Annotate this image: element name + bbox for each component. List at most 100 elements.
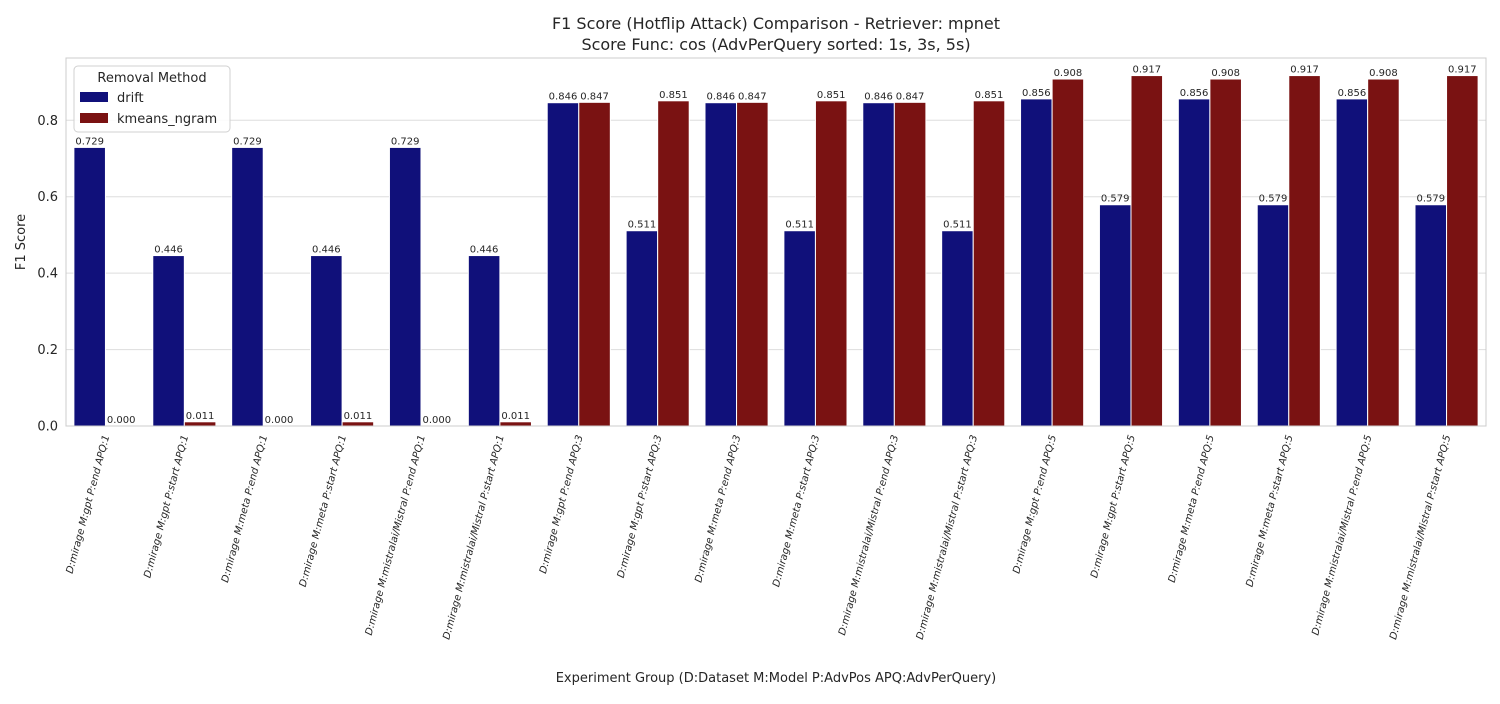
y-axis-ticks: 0.0 0.2 0.4 0.6 0.8 <box>37 114 58 435</box>
bar-kmeans_ngram <box>1209 78 1242 427</box>
x-axis-label: Experiment Group (D:Dataset M:Model P:Ad… <box>556 671 997 686</box>
chart-title-line2: Score Func: cos (AdvPerQuery sorted: 1s,… <box>581 35 970 54</box>
y-tick-label: 0.8 <box>37 114 58 129</box>
bar-value-label: 0.917 <box>1290 65 1319 76</box>
bar-kmeans_ngram <box>893 101 927 427</box>
bar-drift <box>1098 204 1132 427</box>
bar-value-label: 0.446 <box>470 245 499 256</box>
legend-title: Removal Method <box>97 71 206 86</box>
bar-value-label: 0.511 <box>785 220 814 231</box>
bar-value-label: 0.856 <box>1338 88 1367 99</box>
bar-value-label: 0.729 <box>391 136 420 147</box>
x-tick-label: D:mirage M:mistralai/Mistral P:start APQ… <box>441 434 506 641</box>
bar-drift <box>310 255 343 427</box>
bar-drift <box>1335 98 1369 427</box>
x-tick-label: D:mirage M:mistralai/Mistral P:end APQ:3 <box>837 434 901 637</box>
legend: Removal Method drift kmeans_ngram <box>73 65 231 133</box>
x-tick-label: D:mirage M:gpt P:end APQ:1 <box>65 434 113 575</box>
bar-value-label: 0.011 <box>186 411 215 422</box>
y-tick-label: 0.4 <box>37 267 58 282</box>
bar-value-label: 0.000 <box>422 415 451 426</box>
bar-kmeans_ngram <box>1288 75 1321 427</box>
x-axis-ticks: D:mirage M:gpt P:end APQ:1 D:mirage M:gpt… <box>65 434 1454 641</box>
x-tick-label: D:mirage M:mistralai/Mistral P:end APQ:5 <box>1310 434 1374 637</box>
legend-box <box>73 65 231 133</box>
bar-value-label: 0.908 <box>1211 68 1240 79</box>
x-tick-label: D:mirage M:meta P:end APQ:3 <box>693 434 743 584</box>
bar-value-label: 0.917 <box>1448 65 1477 76</box>
bar-value-label: 0.856 <box>1180 88 1209 99</box>
bar-drift <box>941 230 974 427</box>
y-tick-label: 0.0 <box>37 420 58 435</box>
bar-value-label: 0.846 <box>706 92 735 103</box>
bar-value-label: 0.851 <box>659 90 688 101</box>
bar-value-label: 0.729 <box>75 136 104 147</box>
x-tick-label: D:mirage M:mistralai/Mistral P:end APQ:1 <box>364 434 428 637</box>
bar-value-label: 0.000 <box>107 415 136 426</box>
bar-kmeans_ngram <box>183 421 217 427</box>
bar-drift <box>704 102 738 427</box>
bar-value-label: 0.847 <box>896 91 925 102</box>
bar-value-label: 0.847 <box>738 91 767 102</box>
bar-value-label: 0.579 <box>1416 194 1445 205</box>
bar-drift <box>1020 98 1053 427</box>
x-tick-label: D:mirage M:gpt P:start APQ:5 <box>1089 434 1138 579</box>
bar-labels: 0.729 0.446 0.729 0.446 0.729 0.446 0.846 0.511… <box>75 65 1476 426</box>
bar-value-label: 0.446 <box>312 245 341 256</box>
bar-kmeans_ngram <box>341 421 375 427</box>
bar-value-label: 0.011 <box>501 411 530 422</box>
y-tick-label: 0.2 <box>37 343 58 358</box>
chart-title-line1: F1 Score (Hotflip Attack) Comparison - R… <box>552 14 1000 33</box>
x-tick-label: D:mirage M:gpt P:start APQ:1 <box>142 434 191 579</box>
bar-kmeans_ngram <box>1051 78 1085 427</box>
bar-drift <box>152 255 185 427</box>
bar-kmeans_ngram <box>736 101 769 427</box>
bar-value-label: 0.851 <box>975 90 1004 101</box>
bar-value-label: 0.856 <box>1022 88 1051 99</box>
x-tick-label: D:mirage M:gpt P:end APQ:3 <box>538 434 586 575</box>
bar-drift <box>625 230 659 427</box>
bar-kmeans_ngram <box>1130 75 1164 427</box>
x-tick-label: D:mirage M:meta P:start APQ:5 <box>1244 434 1295 588</box>
bar-value-label: 0.846 <box>864 92 893 103</box>
bar-kmeans_ngram <box>499 421 532 427</box>
x-tick-label: D:mirage M:mistralai/Mistral P:start APQ… <box>1388 434 1453 641</box>
bar-drift <box>388 146 422 427</box>
bar-value-label: 0.579 <box>1101 194 1130 205</box>
x-tick-label: D:mirage M:mistralai/Mistral P:start APQ… <box>915 434 980 641</box>
legend-label-kmeans_ngram: kmeans_ngram <box>117 112 217 127</box>
bar-drift <box>546 102 580 427</box>
bar-value-label: 0.511 <box>628 220 657 231</box>
y-axis-label: F1 Score <box>14 214 29 270</box>
bar-value-label: 0.729 <box>233 136 262 147</box>
x-tick-label: D:mirage M:gpt P:start APQ:3 <box>616 434 665 579</box>
bar-value-label: 0.908 <box>1054 68 1083 79</box>
bar-value-label: 0.579 <box>1259 194 1288 205</box>
bar-kmeans_ngram <box>578 101 611 427</box>
bar-drift <box>231 146 264 427</box>
bar-drift <box>1177 98 1211 427</box>
bar-value-label: 0.847 <box>580 91 609 102</box>
bar-kmeans_ngram <box>814 100 848 427</box>
bar-value-label: 0.511 <box>943 220 972 231</box>
bars <box>73 75 1479 427</box>
bar-drift <box>73 146 106 427</box>
bar-drift <box>1256 204 1290 427</box>
bar-value-label: 0.851 <box>817 90 846 101</box>
bar-drift <box>862 102 895 427</box>
bar-kmeans_ngram <box>1367 78 1400 427</box>
x-tick-label: D:mirage M:meta P:start APQ:3 <box>771 434 822 588</box>
x-tick-label: D:mirage M:gpt P:end APQ:5 <box>1011 434 1059 575</box>
bar-value-label: 0.917 <box>1132 65 1161 76</box>
x-tick-label: D:mirage M:meta P:end APQ:5 <box>1167 434 1217 584</box>
bar-kmeans_ngram <box>657 100 690 427</box>
bar-value-label: 0.908 <box>1369 68 1398 79</box>
legend-swatch-kmeans_ngram <box>80 113 108 123</box>
bar-kmeans_ngram <box>1446 75 1479 427</box>
x-tick-label: D:mirage M:meta P:end APQ:1 <box>220 434 270 584</box>
y-tick-label: 0.6 <box>37 190 58 205</box>
legend-label-drift: drift <box>117 91 144 106</box>
bar-drift <box>1414 204 1448 427</box>
